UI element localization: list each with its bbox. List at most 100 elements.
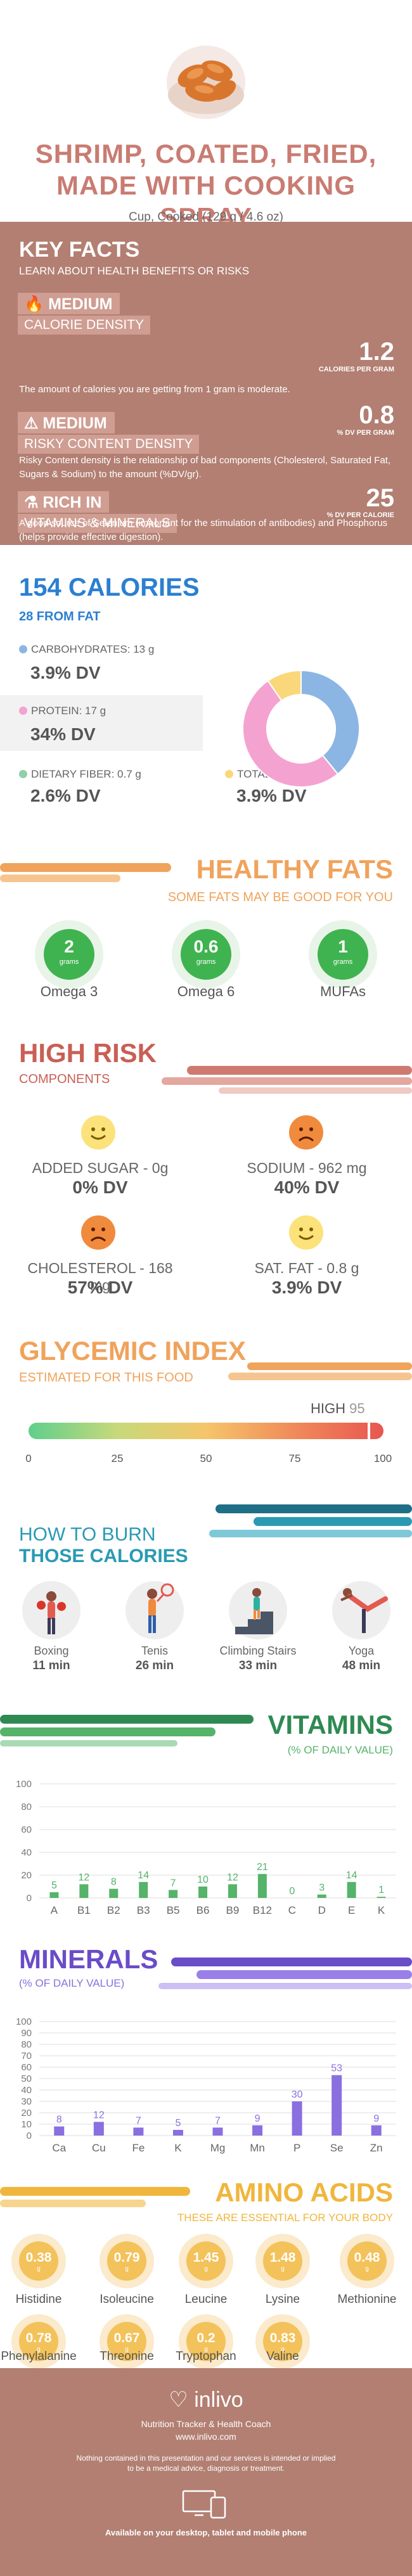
- bar-value-label: 7: [136, 2115, 141, 2126]
- gi-tick: 0: [25, 1452, 32, 1464]
- bar-value-label: 7: [215, 2115, 221, 2126]
- bar-value-label: 1: [378, 1885, 384, 1895]
- calories-from-fat: 28 FROM FAT: [19, 610, 101, 624]
- bar-value-label: 9: [373, 2113, 379, 2124]
- phenylalanine-label: Phenylalanine: [1, 2350, 77, 2363]
- bar-B12: [257, 1874, 267, 1898]
- bar-value-label: 8: [56, 2115, 62, 2125]
- tennis-time: 26 min: [135, 1659, 174, 1672]
- mufas-label: MUFAs: [319, 984, 366, 999]
- amino-title: AMINO ACIDS: [215, 2177, 393, 2207]
- bar-value-label: 14: [138, 1870, 149, 1881]
- bar-K: [172, 2130, 183, 2136]
- fried-shrimp-bowl-image: [167, 46, 245, 119]
- y-tick-label: 100: [16, 2016, 32, 2027]
- risky-content-tag: ⚠ MEDIUM RISKY CONTENT DENSITY: [18, 412, 200, 458]
- heart-logo-icon: ♡: [169, 2388, 188, 2412]
- healthy-fats-subtitle: SOME FATS MAY BE GOOD FOR YOU: [167, 890, 393, 904]
- vitamins-subtitle: (% OF DAILY VALUE): [287, 1744, 393, 1756]
- decorative-stripes-amino: [0, 2187, 190, 2207]
- yoga-person-icon: [332, 1581, 390, 1639]
- bar-value-label: 53: [331, 2063, 342, 2074]
- bar-value-label: 9: [255, 2113, 261, 2124]
- bar-B2: [109, 1888, 119, 1898]
- vitamins-title: VITAMINS: [267, 1710, 393, 1740]
- protein-box: [0, 695, 203, 751]
- minerals-bar-chart: 01020304050607080901008Ca12Cu7Fe5K7Mg9Mn…: [16, 2016, 396, 2154]
- key-facts-subtitle: LEARN ABOUT HEALTH BENEFITS OR RISKS: [19, 265, 250, 277]
- y-tick-label: 60: [21, 1824, 32, 1835]
- sad-face-icon: [289, 1115, 323, 1150]
- bar-Zn: [371, 2125, 382, 2136]
- decorative-stripes-minerals: [158, 1958, 412, 1989]
- bar-value-label: 5: [175, 2118, 181, 2129]
- mufas-badge: 1 grams: [309, 920, 377, 989]
- climbing-stairs-label: Climbing Stairs: [219, 1644, 297, 1657]
- x-tick-label: Zn: [370, 2142, 383, 2154]
- tryptophan-badge: 0.2 g: [179, 2314, 233, 2369]
- bar-Se: [332, 2075, 342, 2136]
- fiber-dv: 2.6% DV: [30, 786, 101, 805]
- glycemic-subtitle: ESTIMATED FOR THIS FOOD: [19, 1371, 193, 1385]
- fat-dv: 3.9% DV: [236, 786, 307, 805]
- methionine-label: Methionine: [337, 2293, 397, 2306]
- bar-Fe: [133, 2127, 144, 2136]
- devices-icon: [182, 2490, 226, 2519]
- decorative-stripes-burn: [209, 1504, 412, 1537]
- x-tick-label: B1: [77, 1904, 91, 1916]
- x-tick-label: Fe: [132, 2142, 145, 2154]
- sat-fat-dv: 3.9% DV: [271, 1278, 342, 1297]
- serving-size: Cup, Cooked (129 g / 4.6 oz): [129, 210, 283, 224]
- bar-value-label: 5: [51, 1880, 57, 1891]
- calorie-density-unit: CALORIES PER GRAM: [318, 366, 394, 373]
- phenylalanine-badge: 0.78 g: [11, 2314, 66, 2369]
- y-tick-label: 0: [27, 1893, 32, 1904]
- bar-Mn: [252, 2125, 263, 2136]
- minerals-title: MINERALS: [19, 1944, 158, 1974]
- valine-badge: 0.83 g: [255, 2314, 310, 2369]
- leucine-badge: 1.45 g: [179, 2234, 233, 2288]
- boxing-person-icon: [22, 1581, 80, 1639]
- y-tick-label: 40: [21, 2085, 32, 2096]
- fiber-label: DIETARY FIBER: 0.7 g: [19, 768, 141, 781]
- donut-slice-total-fat: [267, 669, 302, 702]
- bar-value-label: 3: [319, 1883, 325, 1894]
- lysine-badge: 1.48 g: [255, 2234, 310, 2288]
- x-tick-label: D: [318, 1904, 326, 1916]
- x-tick-label: C: [288, 1904, 296, 1916]
- smiley-face-icon: [81, 1115, 115, 1150]
- footer-url[interactable]: www.inlivo.com: [176, 2432, 236, 2442]
- gi-tick: 25: [111, 1452, 124, 1464]
- yoga-label: Yoga: [348, 1644, 375, 1657]
- x-tick-label: K: [174, 2142, 182, 2154]
- healthy-fats-title: HEALTHY FATS: [196, 854, 393, 884]
- x-tick-label: K: [378, 1904, 385, 1916]
- tennis-label: Tenis: [141, 1644, 169, 1657]
- bar-value-label: 21: [257, 1862, 268, 1873]
- y-tick-label: 100: [16, 1779, 32, 1790]
- x-tick-label: Mn: [250, 2142, 265, 2154]
- flask-icon: ⚗: [24, 494, 39, 511]
- calories-title: 154 CALORIES: [19, 574, 200, 601]
- y-tick-label: 0: [27, 2131, 32, 2141]
- vitamins-minerals-tag: ⚗ RICH IN VITAMINS & MINERALS: [18, 491, 177, 537]
- macros-donut-chart: [242, 669, 360, 788]
- glycemic-title: GLYCEMIC INDEX: [19, 1336, 246, 1366]
- y-tick-label: 20: [21, 1870, 32, 1881]
- page-title: SHRIMP, COATED, FRIED, MADE WITH COOKING…: [35, 139, 377, 232]
- calorie-density-tag: 🔥 MEDIUM CALORIE DENSITY: [18, 293, 151, 338]
- bar-A: [49, 1892, 59, 1898]
- gi-tick: 75: [288, 1452, 301, 1464]
- decorative-stripes-vitamins: [0, 1715, 254, 1746]
- footer-tagline: Nutrition Tracker & Health Coach: [141, 2419, 271, 2429]
- threonine-label: Threonine: [100, 2350, 154, 2363]
- x-tick-label: Mg: [210, 2142, 226, 2154]
- bar-D: [317, 1894, 326, 1898]
- histidine-badge: 0.38 g: [11, 2234, 66, 2288]
- minerals-subtitle: (% OF DAILY VALUE): [19, 1977, 125, 1989]
- y-tick-label: 30: [21, 2096, 32, 2107]
- stairs-person-icon: [229, 1581, 287, 1639]
- bar-B3: [139, 1881, 148, 1898]
- disclaimer-line2: to be a medical advice, diagnosis or tre…: [127, 2464, 285, 2473]
- bar-value-label: 8: [111, 1877, 117, 1888]
